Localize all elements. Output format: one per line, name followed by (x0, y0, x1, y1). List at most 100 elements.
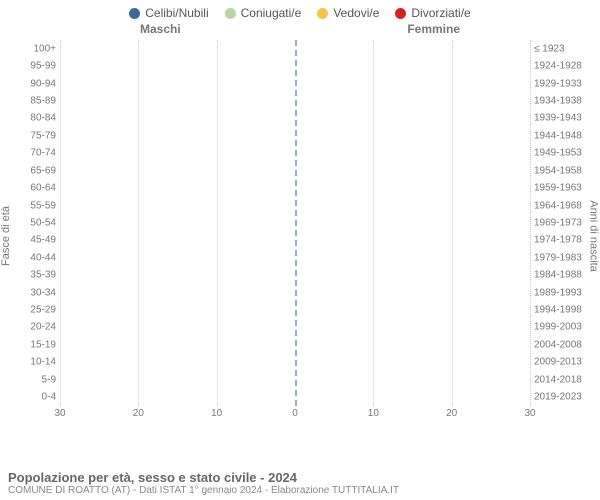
age-label: 85-89 (12, 95, 56, 106)
chart-subtitle: COMUNE DI ROATTO (AT) - Dati ISTAT 1° ge… (8, 485, 592, 496)
female-half (295, 336, 530, 353)
legend-swatch (129, 8, 140, 19)
birth-label: 1989-1993 (534, 287, 596, 298)
legend-label: Celibi/Nubili (145, 6, 208, 20)
footer: Popolazione per età, sesso e stato civil… (8, 470, 592, 496)
age-label: 70-74 (12, 148, 56, 159)
gridline (530, 40, 531, 406)
female-half (295, 110, 530, 127)
pyramid-row: 85-89 1934-1938 (60, 92, 530, 109)
female-half (295, 284, 530, 301)
age-label: 80-84 (12, 113, 56, 124)
pyramid-row: 25-29 1994-1998 (60, 301, 530, 318)
female-half (295, 197, 530, 214)
gender-labels: Maschi Femmine (0, 22, 600, 36)
legend-swatch (225, 8, 236, 19)
pyramid-row: 60-64 1959-1963 (60, 179, 530, 196)
female-half (295, 57, 530, 74)
legend-item: Celibi/Nubili (129, 6, 208, 20)
legend-item: Coniugati/e (225, 6, 302, 20)
male-half (60, 249, 295, 266)
male-half (60, 110, 295, 127)
male-half (60, 40, 295, 57)
birth-label: 1949-1953 (534, 148, 596, 159)
x-tick: 20 (446, 408, 457, 419)
female-half (295, 301, 530, 318)
x-tick: 30 (524, 408, 535, 419)
age-label: 20-24 (12, 322, 56, 333)
male-half (60, 354, 295, 371)
female-half (295, 232, 530, 249)
male-label: Maschi (140, 22, 181, 36)
male-half (60, 57, 295, 74)
pyramid-row: 10-14 2009-2013 (60, 354, 530, 371)
y-axis-left-title: Fasce di età (0, 206, 12, 266)
pyramid-row: 15-19 2004-2008 (60, 336, 530, 353)
age-label: 0-4 (12, 392, 56, 403)
female-half (295, 214, 530, 231)
female-half (295, 249, 530, 266)
birth-label: 2009-2013 (534, 357, 596, 368)
legend-label: Coniugati/e (241, 6, 302, 20)
birth-label: 1984-1988 (534, 270, 596, 281)
legend-label: Vedovi/e (333, 6, 379, 20)
age-label: 55-59 (12, 200, 56, 211)
x-tick: 0 (292, 408, 298, 419)
birth-label: 2004-2008 (534, 339, 596, 350)
age-label: 30-34 (12, 287, 56, 298)
age-label: 95-99 (12, 61, 56, 72)
age-label: 100+ (12, 43, 56, 54)
pyramid-row: 55-59 1964-1968 (60, 197, 530, 214)
pyramid-row: 50-54 1969-1973 (60, 214, 530, 231)
male-half (60, 197, 295, 214)
male-half (60, 145, 295, 162)
age-label: 90-94 (12, 78, 56, 89)
pyramid-row: 90-94 1929-1933 (60, 75, 530, 92)
pyramid-row: 30-34 1989-1993 (60, 284, 530, 301)
pyramid-row: 65-69 1954-1958 (60, 162, 530, 179)
birth-label: ≤ 1923 (534, 43, 596, 54)
pyramid-row: 70-74 1949-1953 (60, 145, 530, 162)
birth-label: 1944-1948 (534, 130, 596, 141)
pyramid-row: 80-84 1939-1943 (60, 110, 530, 127)
male-half (60, 319, 295, 336)
male-half (60, 75, 295, 92)
female-half (295, 75, 530, 92)
male-half (60, 214, 295, 231)
x-tick: 20 (133, 408, 144, 419)
age-label: 40-44 (12, 252, 56, 263)
pyramid-row: 40-44 1979-1983 (60, 249, 530, 266)
pyramid-row: 95-99 1924-1928 (60, 57, 530, 74)
female-half (295, 319, 530, 336)
legend-label: Divorziati/e (411, 6, 470, 20)
birth-label: 1924-1928 (534, 61, 596, 72)
age-label: 25-29 (12, 305, 56, 316)
male-half (60, 179, 295, 196)
female-half (295, 354, 530, 371)
female-half (295, 371, 530, 388)
legend: Celibi/Nubili Coniugati/e Vedovi/e Divorzia… (0, 0, 600, 22)
female-half (295, 266, 530, 283)
age-label: 50-54 (12, 217, 56, 228)
pyramid-row: 0-4 2019-2023 (60, 388, 530, 405)
x-tick: 10 (368, 408, 379, 419)
female-half (295, 388, 530, 405)
age-label: 60-64 (12, 183, 56, 194)
legend-swatch (395, 8, 406, 19)
birth-label: 1959-1963 (534, 183, 596, 194)
age-label: 45-49 (12, 235, 56, 246)
pyramid-row: 100+ ≤ 1923 (60, 40, 530, 57)
age-label: 15-19 (12, 339, 56, 350)
legend-item: Vedovi/e (317, 6, 379, 20)
birth-label: 2019-2023 (534, 392, 596, 403)
female-label: Femmine (407, 22, 460, 36)
birth-label: 1939-1943 (534, 113, 596, 124)
x-tick: 10 (211, 408, 222, 419)
birth-label: 1934-1938 (534, 95, 596, 106)
birth-label: 1969-1973 (534, 217, 596, 228)
pyramid-row: 35-39 1984-1988 (60, 266, 530, 283)
male-half (60, 266, 295, 283)
female-half (295, 92, 530, 109)
male-half (60, 127, 295, 144)
pyramid-rows: 100+ ≤ 1923 95-99 1924-1928 90-94 1929-1… (60, 40, 530, 406)
